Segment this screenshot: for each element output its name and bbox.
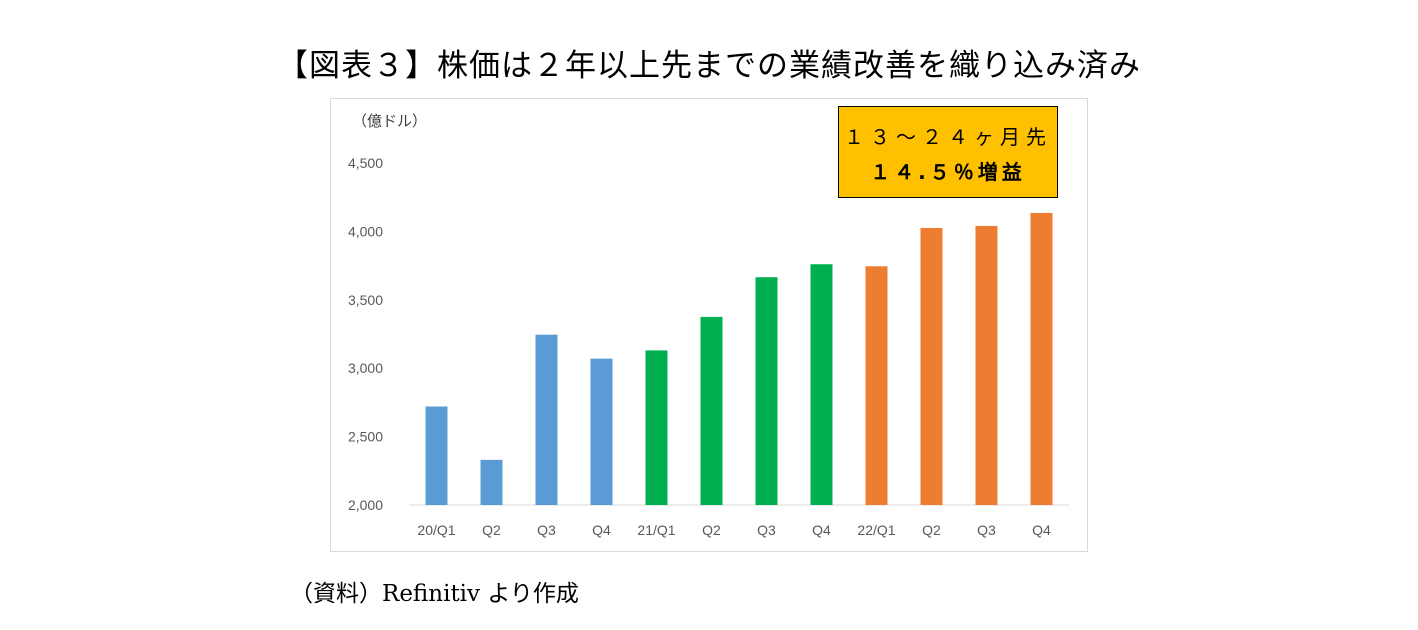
x-tick-label: 22/Q1 <box>857 522 895 538</box>
bar <box>975 225 998 505</box>
y-tick-label: 3,500 <box>348 292 383 308</box>
figure-title: 【図表３】株価は２年以上先までの業績改善を織り込み済み <box>277 48 1141 84</box>
bar-chart: 2,000 2,500 3,000 3,500 4,000 4,500 20/Q1 Q2 Q3 Q… <box>348 155 1069 538</box>
bar <box>755 277 778 505</box>
x-tick-label: Q4 <box>592 522 611 538</box>
annotation-line-1: １３～２４ヶ月先 <box>844 125 1052 149</box>
x-tick-label: Q2 <box>922 522 941 538</box>
y-tick-label: 4,500 <box>348 155 383 171</box>
x-tick-label: Q3 <box>537 522 556 538</box>
bar <box>535 334 558 505</box>
x-tick-label: 20/Q1 <box>417 522 455 538</box>
x-tick-label: 21/Q1 <box>637 522 675 538</box>
x-tick-label: Q3 <box>757 522 776 538</box>
x-tick-label: Q4 <box>812 522 831 538</box>
bar <box>1030 212 1053 505</box>
x-tick-label: Q2 <box>482 522 501 538</box>
bar <box>590 358 613 505</box>
x-tick-label: Q2 <box>702 522 721 538</box>
bar <box>425 406 448 505</box>
x-tick-label: Q3 <box>977 522 996 538</box>
source-note: （資料）Refinitiv より作成 <box>290 581 579 607</box>
bar <box>645 350 668 505</box>
bar <box>920 227 943 506</box>
bar <box>810 264 833 505</box>
bar <box>700 316 723 505</box>
annotation-line-2: １４.５％増益 <box>870 160 1026 184</box>
y-tick-label: 3,000 <box>348 360 383 376</box>
y-axis-unit-label: （億ドル） <box>352 112 428 130</box>
bar <box>865 266 888 505</box>
bar <box>480 459 503 505</box>
annotation-callout: １３～２４ヶ月先 １４.５％増益 <box>838 106 1058 198</box>
y-tick-label: 2,000 <box>348 497 383 513</box>
y-tick-label: 4,000 <box>348 223 383 239</box>
x-tick-label: Q4 <box>1032 522 1051 538</box>
y-tick-label: 2,500 <box>348 429 383 445</box>
